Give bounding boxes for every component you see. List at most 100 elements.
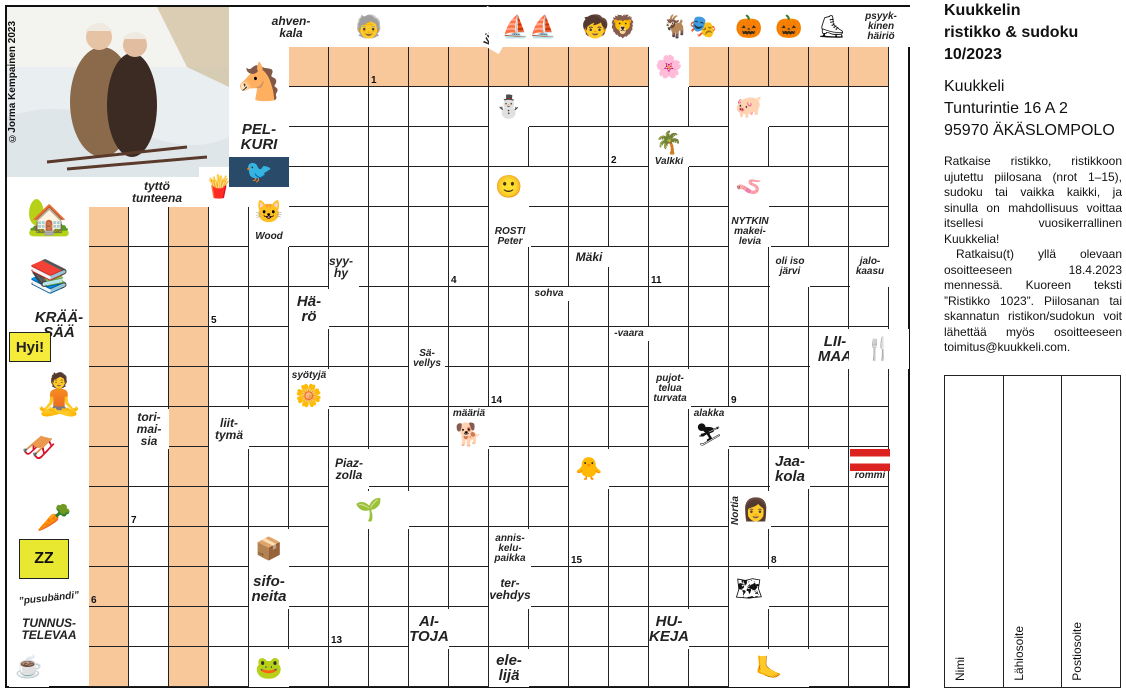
answer-cell[interactable] (289, 87, 329, 127)
answer-cell[interactable] (689, 527, 729, 567)
solution-cell[interactable] (169, 207, 209, 247)
answer-cell[interactable] (769, 87, 809, 127)
solution-cell[interactable] (89, 567, 129, 607)
answer-cell[interactable] (249, 447, 289, 487)
solution-cell[interactable] (169, 287, 209, 327)
answer-cell[interactable] (569, 87, 609, 127)
answer-cell[interactable] (489, 287, 529, 327)
answer-cell[interactable] (249, 287, 289, 327)
solution-cell[interactable] (169, 647, 209, 687)
solution-cell[interactable] (489, 47, 529, 87)
answer-cell[interactable] (689, 127, 729, 167)
answer-cell[interactable] (809, 127, 849, 167)
answer-cell[interactable] (849, 607, 889, 647)
answer-cell[interactable] (769, 407, 809, 447)
solution-cell[interactable] (169, 487, 209, 527)
answer-cell[interactable] (289, 447, 329, 487)
answer-cell[interactable] (609, 567, 649, 607)
answer-cell[interactable] (249, 247, 289, 287)
answer-cell[interactable] (289, 327, 329, 367)
answer-cell[interactable] (369, 607, 409, 647)
answer-cell[interactable] (849, 487, 889, 527)
answer-cell[interactable] (529, 247, 569, 287)
answer-cell[interactable] (849, 367, 889, 407)
solution-cell[interactable] (329, 47, 369, 87)
solution-cell[interactable] (609, 47, 649, 87)
answer-cell[interactable] (729, 527, 769, 567)
answer-cell[interactable] (489, 327, 529, 367)
answer-cell[interactable] (729, 127, 769, 167)
answer-cell[interactable] (569, 607, 609, 647)
answer-cell[interactable] (649, 327, 689, 367)
answer-cell[interactable] (449, 447, 489, 487)
answer-cell[interactable] (409, 407, 449, 447)
answer-cell[interactable] (249, 407, 289, 447)
answer-cell[interactable] (529, 487, 569, 527)
solution-cell[interactable] (89, 487, 129, 527)
answer-cell[interactable] (769, 207, 809, 247)
solution-cell[interactable] (449, 47, 489, 87)
answer-cell[interactable] (809, 167, 849, 207)
answer-cell[interactable] (809, 367, 849, 407)
answer-cell[interactable] (569, 207, 609, 247)
answer-cell[interactable] (809, 607, 849, 647)
answer-cell[interactable] (409, 287, 449, 327)
answer-cell[interactable] (569, 647, 609, 687)
answer-cell[interactable] (129, 647, 169, 687)
answer-cell[interactable] (649, 87, 689, 127)
answer-cell[interactable] (809, 407, 849, 447)
answer-cell[interactable] (609, 487, 649, 527)
answer-cell[interactable] (369, 167, 409, 207)
answer-cell[interactable] (129, 207, 169, 247)
answer-cell[interactable] (129, 487, 169, 527)
answer-cell[interactable] (809, 207, 849, 247)
answer-cell[interactable] (689, 487, 729, 527)
solution-cell[interactable] (689, 47, 729, 87)
answer-cell[interactable] (289, 247, 329, 287)
solution-cell[interactable] (89, 647, 129, 687)
answer-cell[interactable] (609, 87, 649, 127)
answer-cell[interactable] (609, 127, 649, 167)
answer-cell[interactable] (529, 527, 569, 567)
answer-cell[interactable] (649, 287, 689, 327)
answer-cell[interactable] (449, 87, 489, 127)
answer-cell[interactable] (329, 87, 369, 127)
solution-cell[interactable] (89, 407, 129, 447)
answer-cell[interactable] (609, 607, 649, 647)
answer-cell[interactable] (249, 327, 289, 367)
solution-cell[interactable] (169, 447, 209, 487)
answer-cell[interactable] (209, 207, 249, 247)
solution-cell[interactable] (169, 607, 209, 647)
answer-cell[interactable] (289, 407, 329, 447)
answer-cell[interactable] (289, 607, 329, 647)
solution-cell[interactable] (89, 447, 129, 487)
answer-cell[interactable] (409, 487, 449, 527)
answer-cell[interactable] (329, 127, 369, 167)
answer-cell[interactable] (409, 447, 449, 487)
answer-cell[interactable] (329, 647, 369, 687)
answer-cell[interactable] (529, 127, 569, 167)
answer-cell[interactable] (129, 567, 169, 607)
answer-cell[interactable] (689, 87, 729, 127)
solution-cell[interactable] (369, 47, 409, 87)
solution-cell[interactable] (569, 47, 609, 87)
answer-cell[interactable] (809, 247, 849, 287)
answer-cell[interactable] (369, 247, 409, 287)
answer-cell[interactable] (409, 567, 449, 607)
answer-cell[interactable] (409, 127, 449, 167)
solution-cell[interactable] (809, 47, 849, 87)
answer-cell[interactable] (129, 327, 169, 367)
solution-cell[interactable] (169, 367, 209, 407)
solution-cell[interactable] (89, 207, 129, 247)
answer-cell[interactable] (489, 127, 529, 167)
answer-cell[interactable] (689, 367, 729, 407)
answer-cell[interactable] (249, 607, 289, 647)
answer-cell[interactable] (649, 647, 689, 687)
answer-cell[interactable] (129, 607, 169, 647)
answer-cell[interactable] (369, 407, 409, 447)
answer-cell[interactable] (649, 247, 689, 287)
answer-cell[interactable] (649, 447, 689, 487)
answer-cell[interactable] (369, 287, 409, 327)
answer-cell[interactable] (329, 167, 369, 207)
solution-cell[interactable] (529, 47, 569, 87)
